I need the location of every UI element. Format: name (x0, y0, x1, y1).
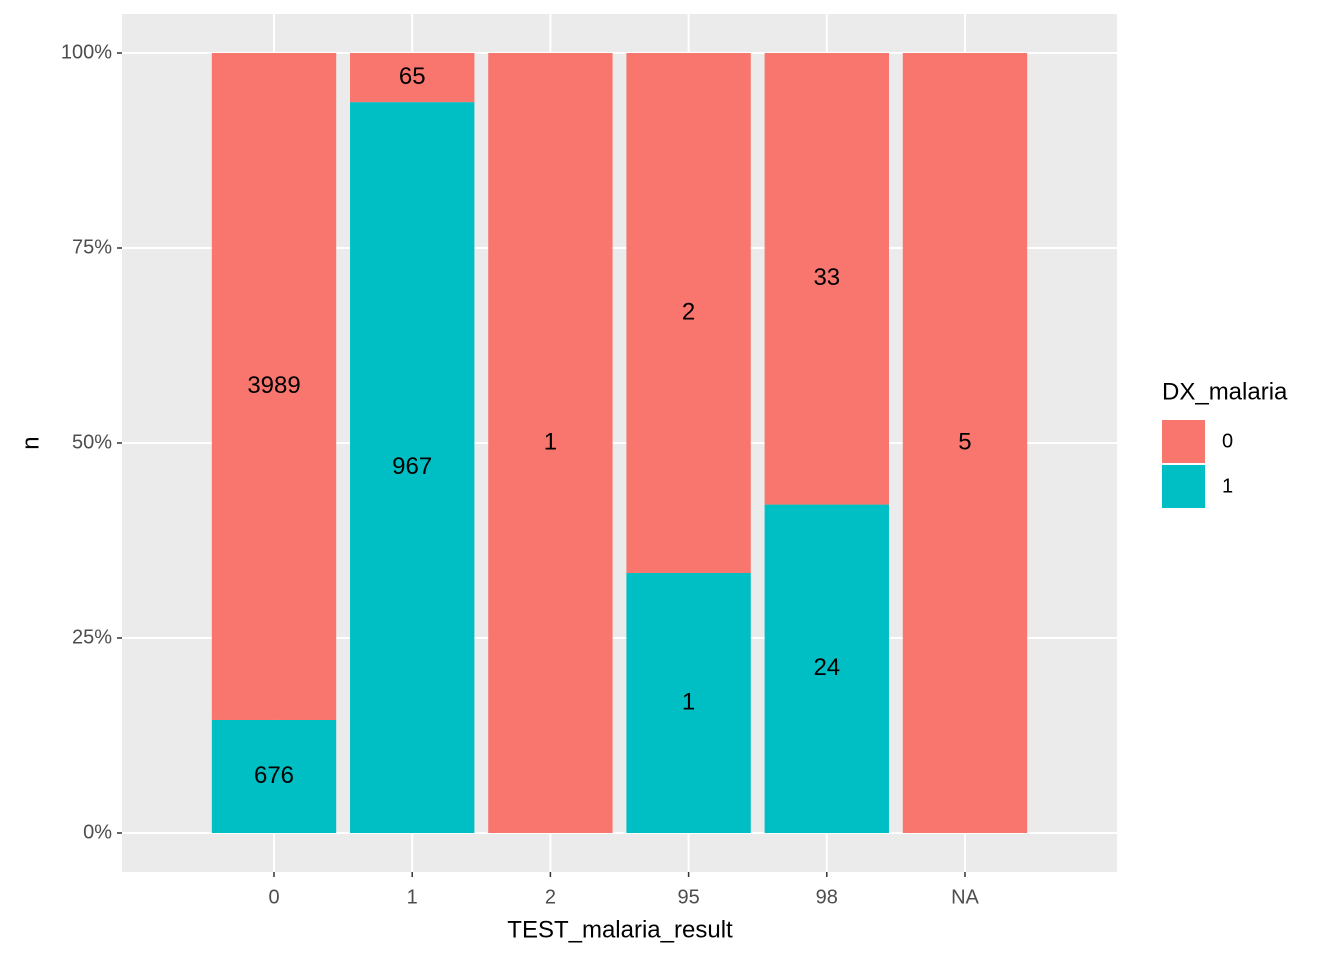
value-label: 2 (682, 298, 695, 325)
x-tick-label: 95 (677, 886, 699, 908)
value-label: 967 (392, 453, 432, 480)
legend-label: 1 (1222, 475, 1233, 497)
value-label: 1 (682, 688, 695, 715)
bar-segment (211, 53, 337, 720)
bar-segment (350, 102, 475, 833)
x-axis-title: TEST_malaria_result (507, 916, 733, 943)
bar-segment (626, 573, 751, 833)
x-tick-label: NA (951, 886, 979, 908)
x-tick-label: 0 (268, 886, 279, 908)
legend-label: 0 (1222, 430, 1233, 452)
y-tick-label: 75% (72, 236, 112, 258)
value-label: 24 (813, 654, 840, 681)
bar-segment (488, 53, 613, 833)
value-label: 65 (399, 63, 426, 90)
value-label: 33 (813, 264, 840, 291)
value-label: 676 (254, 762, 294, 789)
value-label: 1 (544, 428, 557, 455)
y-axis-title: n (17, 436, 44, 449)
bar-segment (764, 504, 889, 833)
y-tick-label: 100% (61, 41, 112, 63)
legend-title: DX_malaria (1162, 378, 1288, 405)
bar-segment (764, 53, 889, 505)
x-tick-label: 98 (816, 886, 838, 908)
legend-key (1162, 465, 1205, 508)
y-tick-label: 0% (83, 821, 112, 843)
bar-segment (211, 719, 337, 833)
x-tick-label: 2 (545, 886, 556, 908)
y-tick-label: 25% (72, 626, 112, 648)
bar-segment (350, 53, 475, 103)
x-tick-label: 1 (407, 886, 418, 908)
y-tick-label: 50% (72, 431, 112, 453)
bar-segment (626, 53, 751, 573)
bar-segment (902, 53, 1028, 833)
legend-key (1162, 420, 1205, 463)
value-label: 3989 (247, 372, 300, 399)
value-label: 5 (958, 428, 971, 455)
